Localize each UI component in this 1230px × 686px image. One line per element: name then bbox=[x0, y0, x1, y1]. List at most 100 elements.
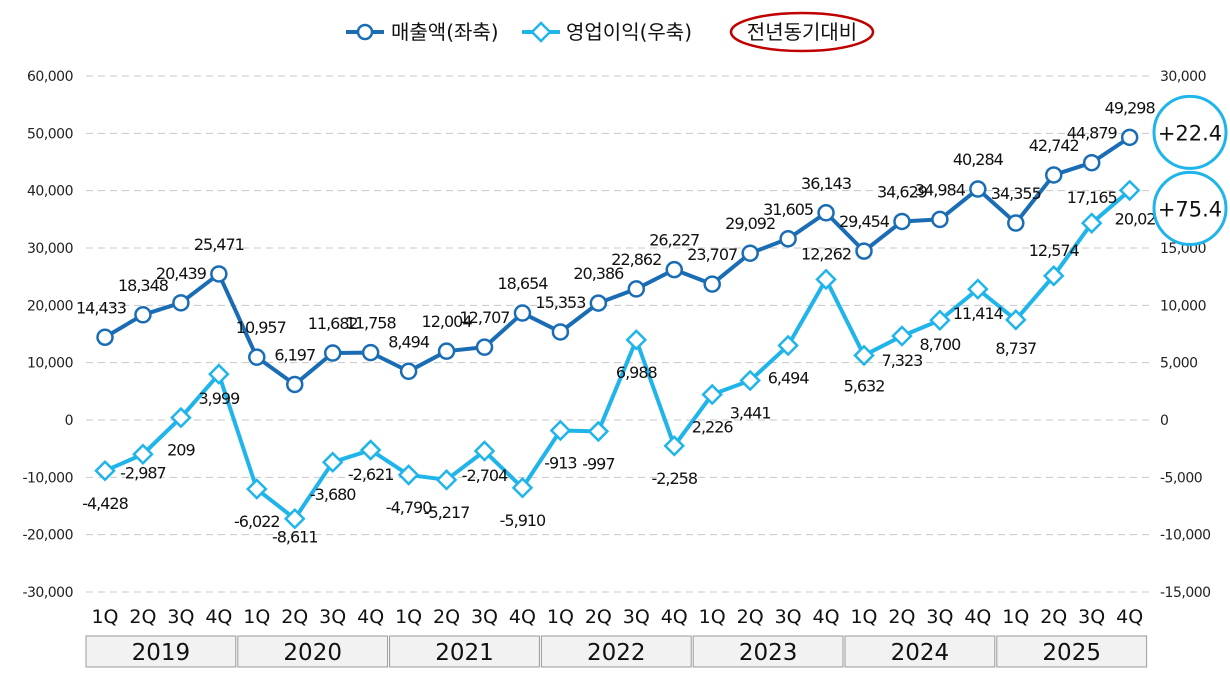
legend-marker-operating-profit bbox=[530, 21, 552, 43]
data-point-revenue bbox=[361, 343, 380, 362]
right-tick-label: 5,000 bbox=[1160, 356, 1198, 372]
data-point-revenue bbox=[1007, 214, 1025, 232]
year-label: 2022 bbox=[587, 640, 646, 666]
data-label-revenue: 23,707 bbox=[687, 245, 737, 264]
data-point-operating-profit bbox=[94, 460, 116, 482]
legend-yoy-ellipse bbox=[729, 11, 875, 53]
right-tick-label: -5,000 bbox=[1160, 470, 1202, 486]
gridlines bbox=[86, 75, 1150, 593]
chart-legend: 매출액(좌축) 영업이익(우축) 전년동기대비 bbox=[346, 11, 875, 53]
data-label-revenue: 18,348 bbox=[118, 276, 169, 295]
data-label-revenue: 15,353 bbox=[535, 293, 585, 312]
data-label-operating-profit: 12,262 bbox=[801, 244, 851, 263]
quarter-label: 4Q bbox=[1116, 606, 1143, 628]
year-box bbox=[85, 635, 237, 668]
data-point-revenue bbox=[1045, 166, 1063, 184]
quarter-label: 4Q bbox=[509, 606, 536, 628]
data-label-operating-profit: -2,987 bbox=[120, 463, 166, 482]
data-point-operating-profit bbox=[321, 451, 344, 473]
data-label-operating-profit: -913 bbox=[544, 453, 576, 472]
data-point-operating-profit bbox=[1080, 212, 1103, 234]
data-label-operating-profit: 8,737 bbox=[995, 339, 1036, 358]
data-label-operating-profit: 3,999 bbox=[198, 389, 240, 408]
year-box bbox=[540, 635, 692, 668]
data-label-revenue: 25,471 bbox=[194, 235, 244, 254]
quarter-label: 1Q bbox=[243, 606, 270, 628]
legend-yoy-note: 전년동기대비 bbox=[747, 20, 857, 44]
quarter-label: 3Q bbox=[1078, 606, 1105, 628]
left-tick-label: 60,000 bbox=[27, 69, 73, 85]
year-label: 2019 bbox=[132, 640, 191, 666]
quarter-label: 3Q bbox=[471, 606, 498, 628]
quarter-label: 1Q bbox=[850, 606, 877, 628]
data-point-revenue bbox=[741, 244, 759, 262]
data-point-operating-profit bbox=[815, 268, 837, 291]
quarter-label: 3Q bbox=[775, 606, 802, 628]
series-line-revenue bbox=[103, 135, 1131, 387]
data-point-operating-profit bbox=[1005, 309, 1027, 331]
left-tick-label: 10,000 bbox=[27, 356, 73, 372]
data-label-operating-profit: -6,022 bbox=[234, 512, 280, 531]
data-label-operating-profit: -2,258 bbox=[651, 469, 697, 488]
data-label-operating-profit: -4,428 bbox=[82, 494, 128, 513]
data-label-revenue: 11,682 bbox=[308, 314, 358, 333]
quarter-label: 2Q bbox=[433, 606, 460, 628]
data-label-operating-profit: 209 bbox=[167, 441, 195, 460]
data-label-operating-profit: -2,704 bbox=[462, 466, 508, 485]
data-point-operating-profit bbox=[397, 464, 420, 486]
quarter-label: 3Q bbox=[319, 606, 346, 628]
data-label-operating-profit: 17,165 bbox=[1067, 188, 1117, 207]
data-point-operating-profit bbox=[967, 278, 989, 300]
quarter-label: 2Q bbox=[737, 606, 764, 628]
year-label: 2025 bbox=[1042, 640, 1101, 666]
left-tick-label: 0 bbox=[65, 413, 73, 429]
quarter-label: 3Q bbox=[623, 606, 650, 628]
data-label-revenue: 29,454 bbox=[839, 212, 890, 231]
data-point-revenue bbox=[286, 375, 304, 394]
year-box bbox=[844, 635, 996, 668]
data-label-operating-profit: 6,988 bbox=[616, 363, 658, 382]
year-label: 2024 bbox=[891, 640, 950, 666]
year-box bbox=[996, 635, 1148, 668]
data-label-operating-profit: -2,621 bbox=[348, 465, 394, 484]
x-axis: 1Q 2Q 3Q 4Q 1Q 2Q 3Q 4Q 1Q 2Q 3Q 4Q 1Q 2Q 3Q 4Q 1Q 2Q 3Q 4Q… bbox=[85, 606, 1148, 668]
data-label-revenue: 20,439 bbox=[156, 264, 207, 283]
data-point-operating-profit bbox=[170, 406, 192, 429]
data-point-operating-profit bbox=[208, 363, 230, 385]
data-label-operating-profit: -5,910 bbox=[500, 511, 546, 530]
data-label-revenue: 26,227 bbox=[649, 231, 699, 250]
quarter-label: 2Q bbox=[888, 606, 915, 628]
data-label-operating-profit: -3,680 bbox=[310, 485, 356, 504]
data-label-operating-profit: 2,226 bbox=[692, 417, 734, 436]
legend-marker-revenue bbox=[356, 23, 374, 41]
data-point-operating-profit bbox=[891, 325, 913, 347]
quarter-label: 1Q bbox=[547, 606, 574, 628]
data-point-operating-profit bbox=[1042, 265, 1065, 287]
data-point-revenue bbox=[779, 230, 797, 248]
quarter-label: 1Q bbox=[91, 606, 118, 628]
quarter-label: 1Q bbox=[1002, 606, 1029, 628]
data-label-revenue: 29,092 bbox=[725, 214, 775, 233]
data-label-operating-profit: 6,494 bbox=[768, 369, 810, 388]
data-label-revenue: 49,298 bbox=[1105, 98, 1156, 117]
data-point-operating-profit bbox=[246, 478, 268, 500]
data-point-revenue bbox=[513, 304, 532, 322]
quarter-label: 3Q bbox=[926, 606, 953, 628]
quarter-label: 4Q bbox=[205, 606, 232, 628]
data-label-operating-profit: -997 bbox=[582, 454, 614, 473]
quarter-label: 4Q bbox=[661, 606, 688, 628]
data-point-revenue bbox=[665, 260, 683, 279]
year-box bbox=[389, 635, 540, 668]
year-label: 2023 bbox=[739, 640, 798, 666]
data-point-revenue bbox=[551, 323, 570, 341]
data-point-revenue bbox=[931, 210, 949, 229]
right-tick-label: 10,000 bbox=[1160, 298, 1206, 314]
left-tick-label: 20,000 bbox=[27, 298, 73, 314]
data-label-revenue: 34,355 bbox=[991, 184, 1041, 203]
quarter-label: 1Q bbox=[395, 606, 422, 628]
data-label-revenue: 22,862 bbox=[611, 250, 661, 269]
data-point-operating-profit bbox=[625, 329, 648, 351]
data-point-operating-profit bbox=[359, 439, 382, 461]
